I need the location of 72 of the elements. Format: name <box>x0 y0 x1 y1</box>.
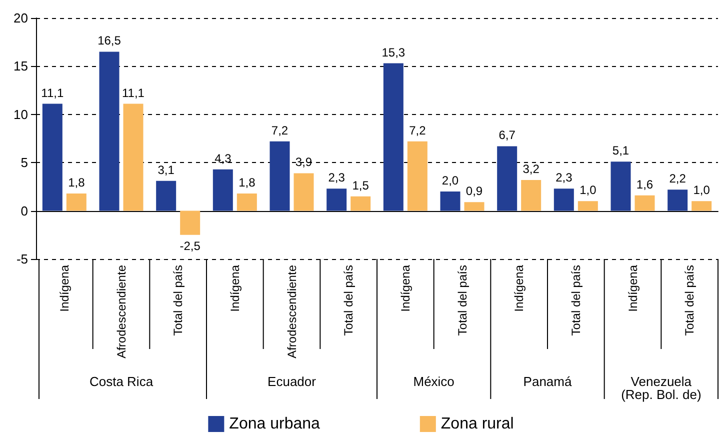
data-label: 3,1 <box>158 162 175 177</box>
y-tick-label: 20 <box>14 10 28 26</box>
data-label: 16,5 <box>98 34 122 48</box>
x-tick-label: Afrodescendiente <box>114 264 128 358</box>
y-tick-label: 15 <box>14 58 28 74</box>
legend-label: Zona urbana <box>229 416 320 432</box>
data-label: 7,2 <box>271 123 288 138</box>
data-label: 11,1 <box>122 86 145 100</box>
bar <box>326 188 347 211</box>
x-tick-label: Total del país <box>568 265 583 336</box>
data-label: 1,0 <box>580 183 597 198</box>
bar <box>350 196 371 211</box>
data-label: 4,3 <box>214 151 232 166</box>
data-label: 6,7 <box>498 128 516 142</box>
data-label: 2,0 <box>442 174 459 188</box>
data-label: 2,2 <box>669 172 686 186</box>
data-label: -2,5 <box>180 238 201 253</box>
x-tick-label: Indígena <box>512 264 526 312</box>
bar <box>407 141 428 211</box>
data-label: 3,2 <box>522 162 540 176</box>
x-tick-label: Total del país <box>342 265 356 336</box>
x-tick-label: Total del país <box>171 265 186 336</box>
y-tick-label: 5 <box>20 155 28 170</box>
bar <box>123 104 144 211</box>
bar <box>42 104 62 211</box>
bar <box>668 190 688 211</box>
x-tick-label: Indígena <box>626 264 640 312</box>
bar <box>578 201 598 211</box>
data-label: 1,8 <box>238 175 256 190</box>
data-label: 5,1 <box>612 144 630 158</box>
data-label: 1,6 <box>636 177 654 192</box>
bar <box>156 180 176 211</box>
text: Panamá <box>523 374 572 389</box>
bar <box>521 180 542 211</box>
data-label: 2,3 <box>556 170 573 185</box>
data-label: 2,3 <box>328 170 346 185</box>
bar <box>294 173 314 211</box>
bar <box>554 188 574 211</box>
bar <box>66 193 86 211</box>
y-tick-label: 0 <box>20 203 28 218</box>
data-label: 0,9 <box>466 184 483 198</box>
bar <box>497 146 518 211</box>
x-tick-label: Indígena <box>57 264 72 312</box>
data-label: 7,2 <box>409 123 426 138</box>
text: Ecuador <box>268 374 317 389</box>
bar <box>270 141 290 211</box>
bar <box>610 162 631 211</box>
text: Venezuela (Rep. Bol. de) <box>621 374 702 402</box>
y-tick-label: -5 <box>16 252 28 266</box>
data-label: 1,5 <box>352 178 370 192</box>
bar <box>634 195 655 211</box>
bar <box>692 201 712 211</box>
x-tick-label: Indígena <box>398 264 412 312</box>
bar <box>99 52 120 211</box>
x-tick-label: Indígena <box>228 264 242 312</box>
bar <box>464 202 484 211</box>
bar <box>440 192 460 211</box>
text: Costa Rica <box>89 374 154 389</box>
legend-label: Zona rural <box>440 416 514 432</box>
bar <box>180 210 200 235</box>
x-tick-label: Afrodescendiente <box>284 264 299 358</box>
data-label: 11,1 <box>41 86 64 100</box>
bar <box>236 193 257 211</box>
data-label: 1,8 <box>68 175 86 190</box>
y-tick-label: 10 <box>14 106 28 122</box>
data-label: 1,0 <box>693 183 710 198</box>
data-label: 15,3 <box>382 45 406 60</box>
bar <box>212 169 233 211</box>
x-tick-label: Total del país <box>682 265 697 336</box>
text: México <box>413 374 454 389</box>
x-tick-label: Total del país <box>455 265 470 336</box>
bar <box>383 63 404 211</box>
